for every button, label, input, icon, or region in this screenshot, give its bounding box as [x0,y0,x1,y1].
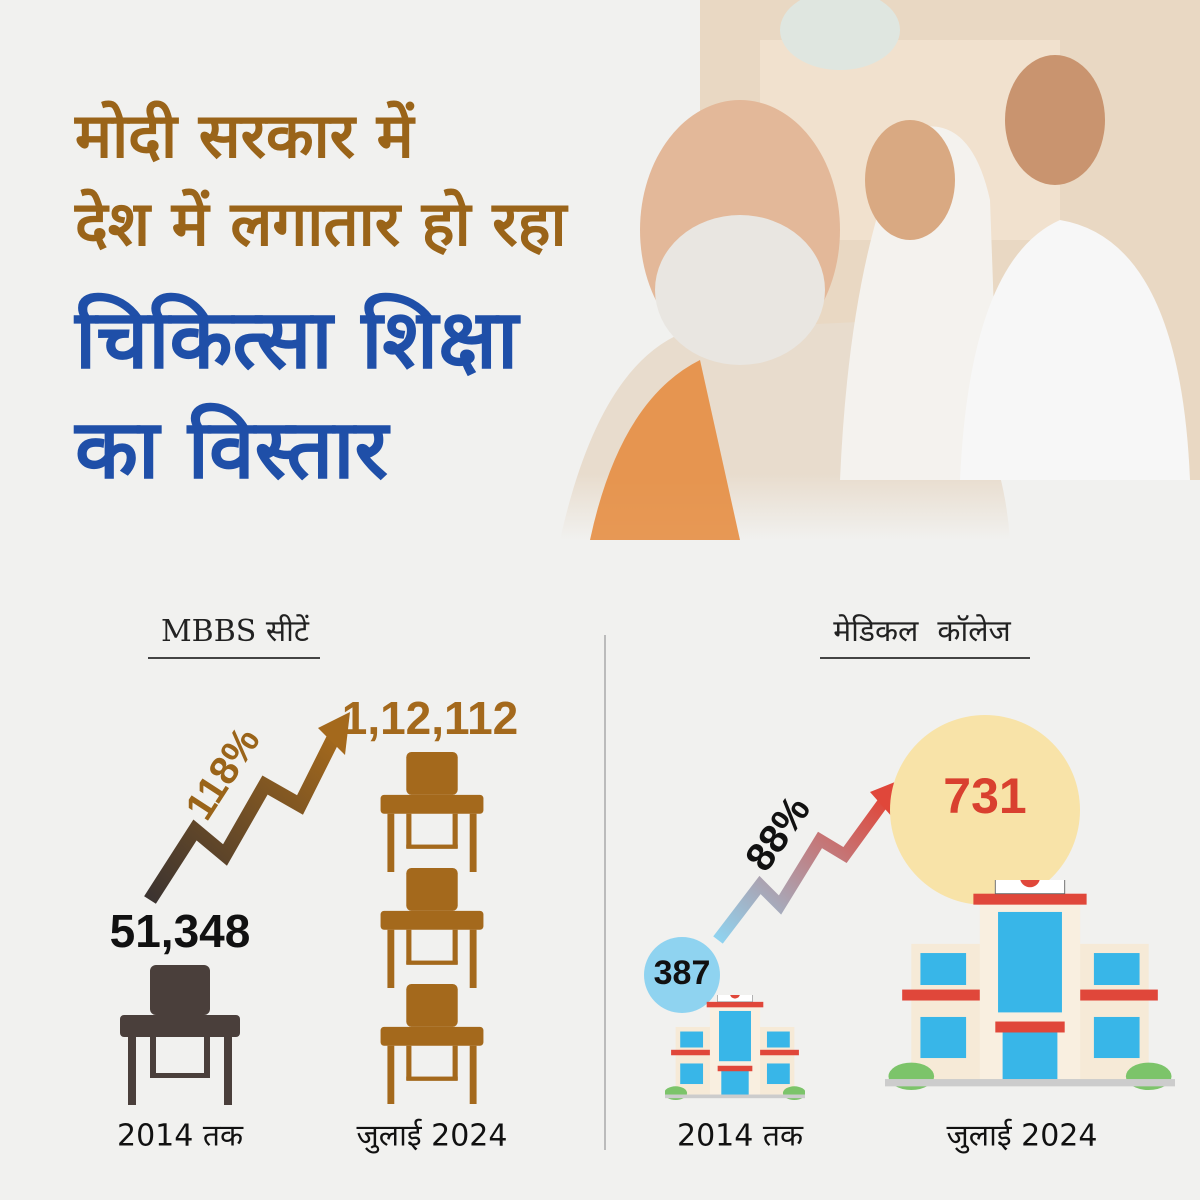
hospital-icon [885,880,1175,1090]
desk-icon [120,965,240,1105]
growth-arrow [144,731,342,904]
photo [560,0,1200,540]
badge [644,937,720,1013]
arrow-head [318,712,350,755]
badge [890,715,1080,905]
value: 1,12,112 [342,692,519,744]
panel-title: MBBS सीटें [161,614,310,649]
headline-line: चिकित्सा शिक्षा [73,292,521,387]
headline-line: मोदी सरकार में [74,99,416,172]
period-label: 2014 तक [677,1119,804,1154]
headline-line: देश में लगातार हो रहा [74,187,569,260]
value: 387 [654,954,711,992]
value: 731 [943,768,1026,824]
growth-arrow [713,796,890,944]
headline-line: का विस्तार [73,402,391,497]
desk-icon [380,984,484,1104]
desk-icon [380,752,484,872]
period-label: जुलाई 2024 [357,1119,508,1155]
panel-title: मेडिकल कॉलेज [833,614,1011,649]
desk-icon [380,868,484,988]
period-label: जुलाई 2024 [947,1119,1098,1155]
value: 51,348 [110,905,251,957]
period-label: 2014 तक [117,1119,244,1154]
